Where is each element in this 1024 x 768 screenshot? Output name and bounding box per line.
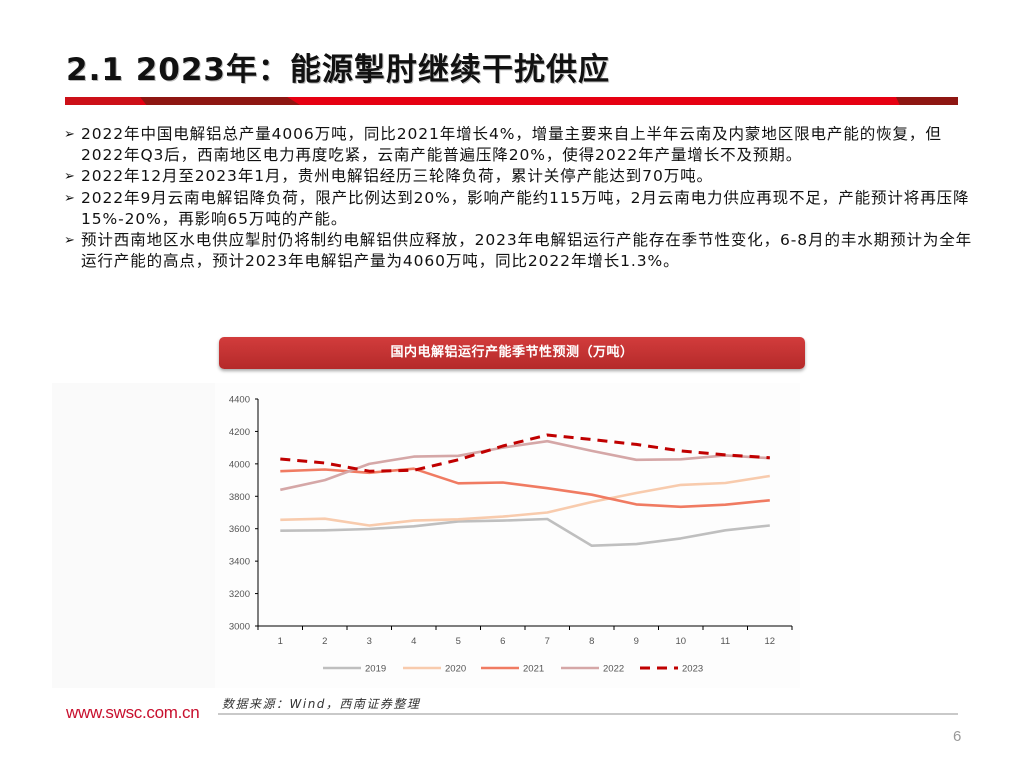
slide-title: 2.1 2023年：能源掣肘继续干扰供应: [66, 52, 610, 88]
x-tick-label: 3: [367, 636, 372, 647]
arrow-bullet-icon: ➢: [64, 190, 75, 206]
bullet-item: ➢ 2022年12月至2023年1月，贵州电解铝经历三轮降负荷，累计关停产能达到…: [64, 166, 974, 187]
title-divider-bar: [65, 97, 958, 105]
title-bar-segment: [896, 97, 958, 105]
x-tick-label: 5: [456, 636, 461, 647]
series-line-2023: [280, 433, 770, 473]
legend-label: 2019: [365, 664, 386, 675]
bullet-item: ➢ 2022年中国电解铝总产量4006万吨，同比2021年增长4%，增量主要来自…: [64, 124, 974, 166]
y-tick-label: 3000: [229, 622, 250, 633]
arrow-bullet-icon: ➢: [64, 169, 75, 185]
footer-divider: [218, 713, 958, 715]
legend-label: 2021: [523, 664, 544, 675]
title-bar-segment: [65, 97, 140, 105]
x-tick-label: 2: [322, 636, 327, 647]
y-tick-label: 3800: [229, 492, 250, 503]
x-tick-label: 7: [545, 636, 550, 647]
legend-label: 2022: [603, 664, 624, 675]
x-tick-label: 8: [589, 636, 594, 647]
series-line-2022: [280, 439, 770, 492]
chart-title-banner: 国内电解铝运行产能季节性预测（万吨）: [219, 337, 805, 369]
arrow-bullet-icon: ➢: [64, 233, 75, 249]
y-tick-label: 3200: [229, 589, 250, 600]
bullet-list: ➢ 2022年中国电解铝总产量4006万吨，同比2021年增长4%，增量主要来自…: [64, 124, 974, 272]
x-tick-label: 9: [634, 636, 639, 647]
series-line-2020: [280, 474, 771, 527]
x-tick-label: 10: [675, 636, 686, 647]
y-tick-label: 4000: [229, 459, 250, 470]
title-bar-segment: [140, 97, 300, 105]
x-tick-label: 1: [278, 636, 283, 647]
y-tick-label: 3400: [229, 557, 250, 568]
y-tick-label: 4400: [229, 395, 250, 406]
bullet-item: ➢ 2022年9月云南电解铝降负荷，限产比例达到20%，影响产能约115万吨，2…: [64, 188, 974, 230]
bullet-text: 2022年9月云南电解铝降负荷，限产比例达到20%，影响产能约115万吨，2月云…: [81, 188, 970, 228]
legend-label: 2023: [682, 664, 703, 675]
page-number: 6: [953, 728, 962, 745]
bullet-text: 预计西南地区水电供应掣肘仍将制约电解铝供应释放，2023年电解铝运行产能存在季节…: [81, 231, 973, 271]
x-tick-label: 11: [720, 636, 730, 647]
series-line-2019: [280, 517, 770, 548]
y-tick-label: 3600: [229, 524, 250, 535]
arrow-bullet-icon: ➢: [64, 127, 75, 142]
x-tick-label: 12: [764, 636, 775, 647]
y-tick-label: 4200: [229, 427, 250, 438]
bullet-item: ➢ 预计西南地区水电供应掣肘仍将制约电解铝供应释放，2023年电解铝运行产能存在…: [64, 230, 974, 272]
series-line-2021: [280, 467, 770, 509]
bullet-text: 2022年12月至2023年1月，贵州电解铝经历三轮降负荷，累计关停产能达到70…: [81, 167, 713, 186]
legend-label: 2020: [445, 664, 466, 675]
data-source-note: 数据来源：Wind，西南证券整理: [222, 697, 421, 711]
website-link[interactable]: www.swsc.com.cn: [66, 703, 200, 722]
bullet-text: 2022年中国电解铝总产量4006万吨，同比2021年增长4%，增量主要来自上半…: [81, 125, 942, 165]
x-tick-label: 4: [411, 636, 416, 647]
x-tick-label: 6: [500, 636, 505, 647]
